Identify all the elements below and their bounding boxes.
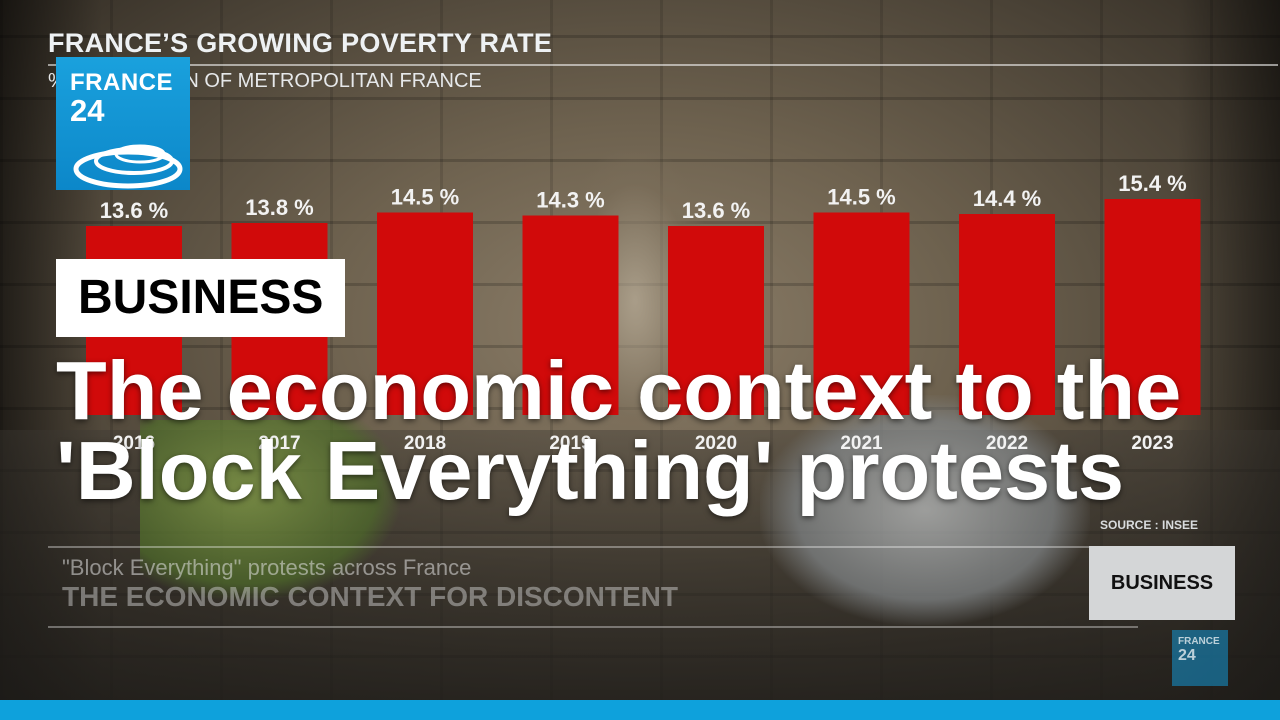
logo-text-24: 24	[70, 93, 105, 128]
ticker-divider-bottom	[48, 626, 1138, 628]
bar-2020	[668, 226, 764, 415]
logo-text-france: FRANCE	[70, 69, 173, 96]
chart-title: FRANCE’S GROWING POVERTY RATE	[48, 28, 553, 58]
ticker-line-2: THE ECONOMIC CONTEXT FOR DISCONTENT	[62, 581, 678, 612]
bar-2023	[1104, 199, 1201, 415]
x-tick-2019: 2019	[549, 433, 591, 454]
x-tick-2022: 2022	[986, 433, 1028, 454]
data-label-2017: 13.8 %	[245, 195, 314, 220]
ticker-divider-top	[48, 546, 1138, 548]
watermark-text-24: 24	[1178, 647, 1196, 664]
data-label-2019: 14.3 %	[536, 188, 605, 213]
category-label: BUSINESS	[56, 259, 346, 337]
logo-swirl-icon	[73, 144, 183, 189]
bar-2022	[959, 214, 1055, 415]
background-green-tent	[140, 420, 400, 600]
data-label-2016: 13.6 %	[100, 198, 169, 223]
bar-2019	[522, 215, 619, 415]
x-tick-2023: 2023	[1131, 433, 1173, 454]
france24-logo: FRANCE 24	[56, 57, 190, 190]
data-label-2022: 14.4 %	[973, 186, 1042, 211]
headline: The economic context to the 'Block Every…	[56, 344, 1182, 517]
bottom-accent-bar	[0, 700, 1280, 720]
x-tick-2017: 2017	[258, 433, 300, 454]
data-label-2020: 13.6 %	[682, 198, 751, 223]
data-label-2018: 14.5 %	[391, 185, 460, 210]
chart-title-divider	[48, 64, 1278, 66]
data-label-2023: 15.4 %	[1118, 171, 1187, 196]
x-tick-2021: 2021	[840, 433, 883, 454]
section-bug: BUSINESS	[1089, 546, 1235, 620]
x-tick-2020: 2020	[695, 433, 737, 454]
x-tick-2018: 2018	[404, 433, 446, 454]
ticker-line-1: "Block Everything" protests across Franc…	[62, 555, 472, 580]
watermark-text-france: FRANCE	[1178, 636, 1220, 647]
chart-source: SOURCE : INSEE	[1100, 518, 1199, 532]
bar-2018	[377, 212, 473, 415]
data-label-2021: 14.5 %	[827, 185, 896, 210]
section-bug-label: BUSINESS	[1110, 571, 1214, 594]
x-tick-2016: 2016	[113, 433, 155, 454]
bar-2021	[813, 212, 910, 415]
france24-watermark: FRANCE 24	[1172, 630, 1228, 686]
background-grey-tent	[760, 395, 1090, 625]
